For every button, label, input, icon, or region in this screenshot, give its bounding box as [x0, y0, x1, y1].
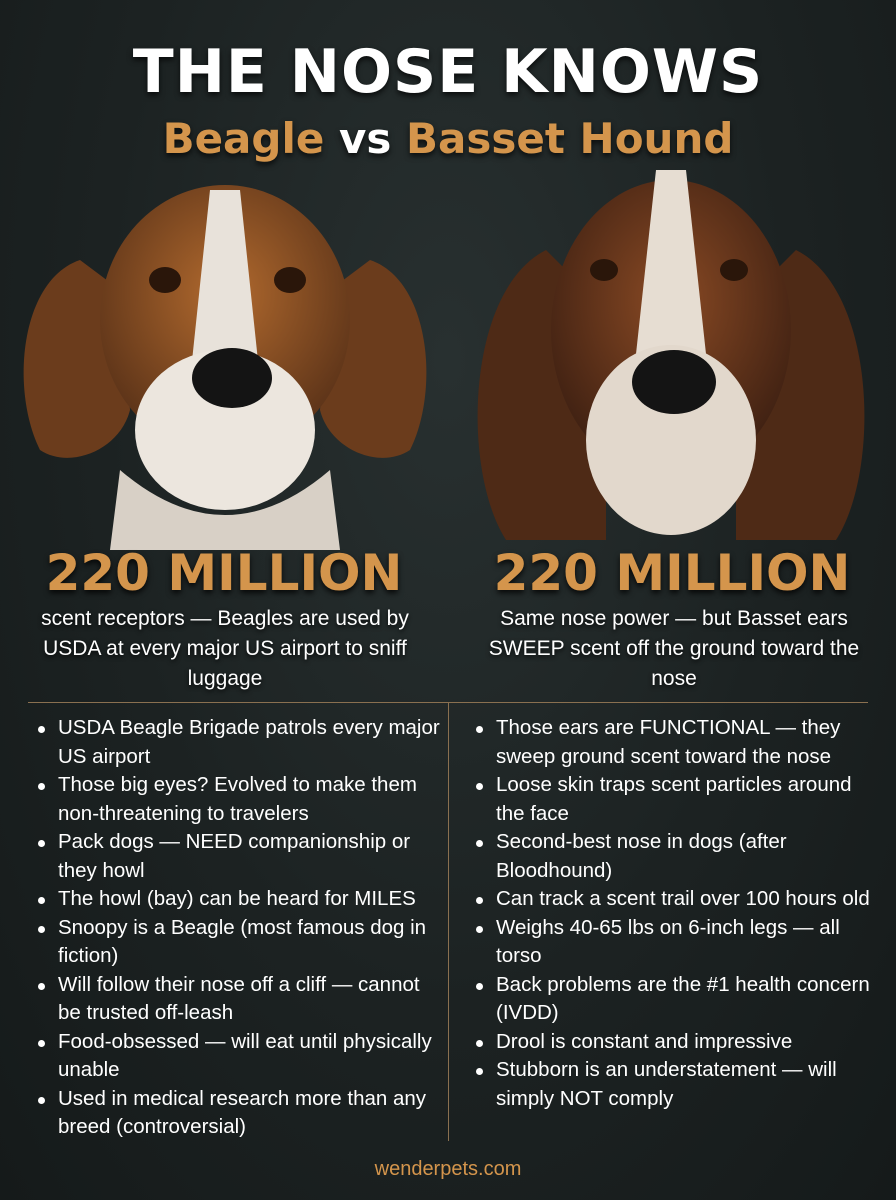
list-item: Those ears are FUNCTIONAL — they sweep g… [472, 714, 872, 771]
basset-hound-portrait [477, 170, 865, 540]
page-subtitle: Beagle vs Basset Hound [0, 112, 896, 166]
list-item: Snoopy is a Beagle (most famous dog in f… [34, 914, 444, 971]
list-item: Drool is constant and impressive [472, 1028, 872, 1057]
list-item: Second-best nose in dogs (after Bloodhou… [472, 828, 872, 885]
list-item: USDA Beagle Brigade patrols every major … [34, 714, 444, 771]
list-item: The howl (bay) can be heard for MILES [34, 885, 444, 914]
list-item: Used in medical research more than any b… [34, 1085, 444, 1142]
subtitle-beagle: Beagle [162, 114, 325, 163]
list-item: Loose skin traps scent particles around … [472, 771, 872, 828]
list-item: Weighs 40-65 lbs on 6-inch legs — all to… [472, 914, 872, 971]
subtitle-vs: vs [338, 114, 392, 163]
list-item: Those big eyes? Evolved to make them non… [34, 771, 444, 828]
footer-site-link[interactable]: wenderpets.com [374, 1158, 522, 1180]
list-item: Stubborn is an understatement — will sim… [472, 1056, 872, 1113]
horizontal-divider [28, 702, 868, 703]
list-item: Food-obsessed — will eat until physicall… [34, 1028, 444, 1085]
beagle-portrait [23, 185, 427, 550]
list-item: Pack dogs — NEED companionship or they h… [34, 828, 444, 885]
list-item: Can track a scent trail over 100 hours o… [472, 885, 872, 914]
basset-facts-list: Those ears are FUNCTIONAL — they sweep g… [472, 714, 872, 1113]
vertical-divider [448, 703, 449, 1141]
basset-stat: 220 MILLION [493, 544, 851, 602]
beagle-description: scent receptors — Beagles are used by US… [41, 607, 409, 690]
subtitle-basset: Basset Hound [406, 114, 734, 163]
beagle-stat: 220 MILLION [45, 544, 403, 602]
page-title: THE NOSE KNOWS [132, 37, 764, 107]
list-item: Back problems are the #1 health concern … [472, 971, 872, 1028]
list-item: Will follow their nose off a cliff — can… [34, 971, 444, 1028]
basset-description: Same nose power — but Basset ears SWEEP … [488, 607, 860, 690]
beagle-facts-list: USDA Beagle Brigade patrols every major … [34, 714, 444, 1142]
